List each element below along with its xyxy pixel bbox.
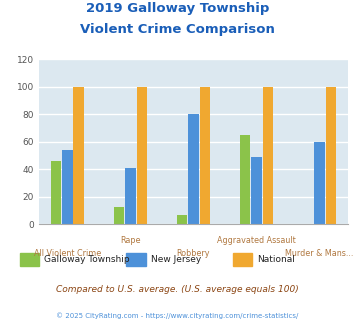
- Text: Violent Crime Comparison: Violent Crime Comparison: [80, 23, 275, 36]
- Text: © 2025 CityRating.com - https://www.cityrating.com/crime-statistics/: © 2025 CityRating.com - https://www.city…: [56, 312, 299, 318]
- Bar: [326, 87, 336, 224]
- Bar: [62, 150, 73, 224]
- Bar: [51, 161, 61, 224]
- Bar: [73, 87, 84, 224]
- Bar: [177, 215, 187, 224]
- Bar: [251, 157, 262, 224]
- Text: Compared to U.S. average. (U.S. average equals 100): Compared to U.S. average. (U.S. average …: [56, 285, 299, 294]
- Text: All Violent Crime: All Violent Crime: [34, 249, 101, 258]
- Bar: [125, 168, 136, 224]
- Text: National: National: [257, 255, 295, 264]
- Bar: [200, 87, 210, 224]
- Text: New Jersey: New Jersey: [151, 255, 201, 264]
- Text: Galloway Township: Galloway Township: [44, 255, 130, 264]
- Bar: [240, 135, 250, 224]
- Text: 2019 Galloway Township: 2019 Galloway Township: [86, 2, 269, 15]
- Bar: [314, 142, 325, 224]
- Bar: [263, 87, 273, 224]
- Text: Rape: Rape: [120, 236, 141, 245]
- Bar: [137, 87, 147, 224]
- Bar: [114, 207, 124, 224]
- Bar: [188, 115, 199, 224]
- Text: Murder & Mans...: Murder & Mans...: [285, 249, 354, 258]
- Text: Aggravated Assault: Aggravated Assault: [217, 236, 296, 245]
- Text: Robbery: Robbery: [177, 249, 210, 258]
